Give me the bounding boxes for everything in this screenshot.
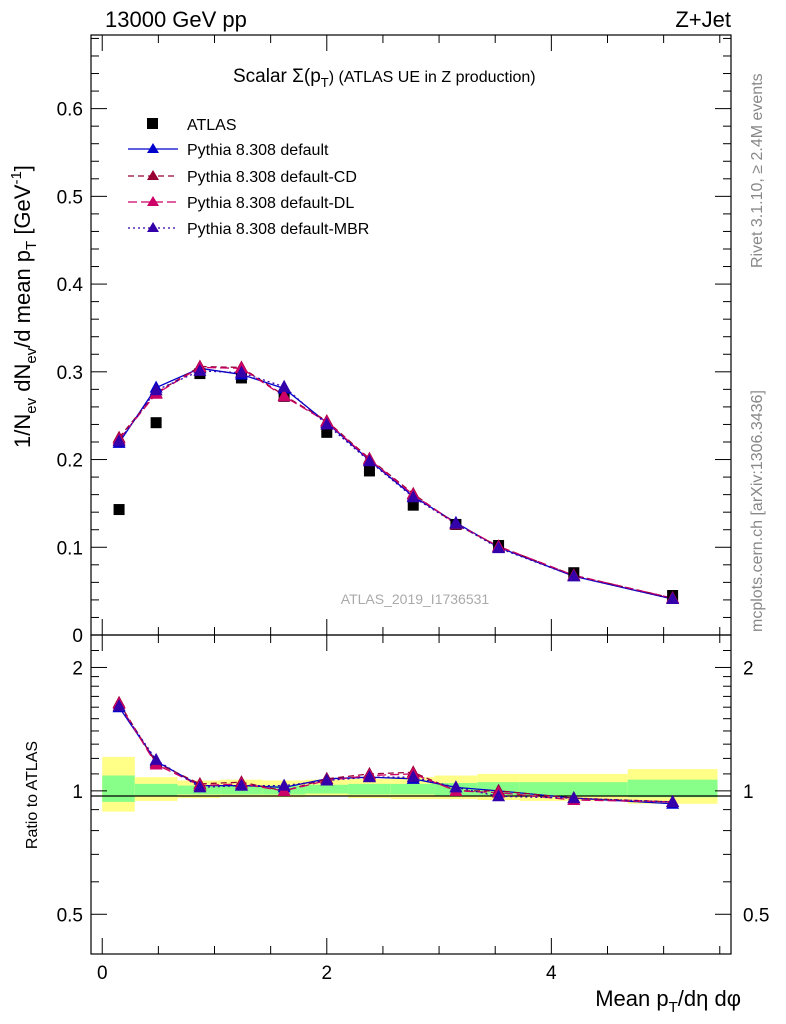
ratio-xlabel: Mean pT/dη dφ — [595, 986, 741, 1016]
legend-atlas-label: ATLAS — [187, 117, 237, 134]
band-green-6 — [348, 783, 391, 795]
ratio-point-s3-9 — [492, 789, 506, 802]
ratio-point-s3-1 — [149, 752, 163, 765]
ratio-point-s3-4 — [277, 778, 291, 791]
ratio-series-layer — [112, 695, 680, 809]
ratio-ytick-label-2: 2 — [72, 658, 83, 679]
ratio-point-s3-6 — [362, 770, 376, 783]
legend-item-atlas: ATLAS — [147, 117, 237, 134]
ratio-point-s3-10 — [567, 791, 581, 804]
legend-default-marker — [147, 143, 159, 153]
band-green-11 — [627, 779, 718, 798]
legend-item-mbr: Pythia 8.308 default-MBR — [128, 221, 369, 238]
ratio-xtick-label-2: 4 — [546, 963, 557, 984]
main-point-s4-3 — [234, 365, 248, 378]
legend-cd-label: Pythia 8.308 default-CD — [187, 169, 357, 186]
ratio-point-s3-5 — [320, 773, 334, 786]
ratio-point-s3-0 — [112, 699, 126, 712]
ratio-panel: 0.5 0.5 1 1 2 2 0 2 4 Ratio to ATLAS Mean pT/dη… — [24, 634, 769, 1016]
main-point-s4-4 — [277, 379, 291, 392]
main-point-s4-1 — [149, 383, 163, 396]
legend-dl-marker — [147, 196, 159, 206]
legend-mbr-marker — [147, 222, 159, 232]
legend-item-cd: Pythia 8.308 default-CD — [128, 169, 357, 186]
band-green-10 — [519, 782, 628, 797]
main-ytick-label-5: 0.5 — [57, 187, 83, 208]
legend-default-label: Pythia 8.308 default — [187, 142, 329, 159]
legend: ATLAS Pythia 8.308 default Pythia 8.308 … — [128, 117, 369, 238]
main-point-s4-0 — [112, 434, 126, 447]
header-energy: 13000 GeV pp — [105, 7, 247, 32]
band-green-1 — [134, 783, 178, 797]
main-point-s4-5 — [320, 417, 334, 430]
main-ytick-label-4: 0.4 — [57, 275, 84, 296]
main-panel: 0 0.1 0.2 0.3 0.4 0.5 0.6 Scalar Σ(pT) (ATLAS … — [8, 34, 732, 647]
atlas-point-6 — [363, 465, 375, 477]
ratio-point-s3-2 — [193, 780, 207, 793]
ratio-ytick-label-1: 1 — [72, 782, 83, 803]
main-point-s4-9 — [492, 541, 506, 554]
main-series-line-3 — [118, 366, 673, 599]
main-point-s4-10 — [567, 569, 581, 582]
main-ytick-label-1: 0.1 — [57, 538, 83, 559]
mcplots-label: mcplots.cern.ch [arXiv:1306.3436] — [749, 390, 766, 632]
ratio-series-line-1 — [118, 702, 673, 803]
ratio-xtick-label-1: 2 — [322, 963, 333, 984]
main-point-s4-7 — [406, 490, 420, 503]
ratio-point-s3-11 — [666, 794, 680, 807]
main-ytick-label-0: 0 — [72, 626, 83, 647]
legend-dl-label: Pythia 8.308 default-DL — [187, 195, 354, 212]
header-process: Z+Jet — [675, 7, 731, 32]
legend-cd-marker — [147, 170, 159, 180]
atlas-point-7 — [407, 499, 419, 511]
ratio-ytick-label-0: 0.5 — [57, 905, 83, 926]
main-ytick-label-3: 0.3 — [57, 363, 83, 384]
main-series-line-2 — [118, 365, 673, 599]
main-x-axis — [101, 35, 721, 635]
main-point-s4-8 — [449, 516, 463, 529]
ratio-point-s3-3 — [234, 778, 248, 791]
ratio-point-s3-8 — [449, 780, 463, 793]
band-green-5 — [305, 784, 349, 794]
main-point-s3-4 — [277, 389, 291, 402]
ratio-y-axis: 0.5 0.5 1 1 2 2 — [57, 649, 769, 926]
ratio-x-axis: 0 2 4 — [97, 635, 721, 984]
ratio-frame — [90, 634, 732, 955]
legend-item-dl: Pythia 8.308 default-DL — [128, 195, 354, 212]
analysis-watermark: ATLAS_2019_I1736531 — [341, 591, 490, 607]
band-green-7 — [390, 783, 435, 795]
atlas-point-1 — [150, 417, 162, 429]
ratio-ytick-label-right-2: 2 — [743, 658, 754, 679]
main-point-s4-2 — [193, 363, 207, 376]
main-ytick-label-2: 0.2 — [57, 451, 83, 472]
chart-title: Scalar Σ(pT) (ATLAS UE in Z production) — [233, 66, 536, 90]
legend-mbr-label: Pythia 8.308 default-MBR — [187, 221, 369, 238]
main-point-s4-11 — [666, 592, 680, 605]
ratio-ytick-label-right-0: 0.5 — [743, 905, 769, 926]
atlas-point-0 — [113, 504, 125, 516]
main-ylabel: 1/Nev dNev/d mean pT [GeV-1] — [8, 165, 40, 448]
legend-atlas-marker — [147, 118, 158, 129]
ratio-xtick-label-0: 0 — [97, 963, 108, 984]
main-series-layer — [112, 359, 680, 605]
main-ytick-label-6: 0.6 — [57, 100, 83, 121]
ratio-ytick-label-right-1: 1 — [743, 782, 754, 803]
ratio-ylabel: Ratio to ATLAS — [24, 741, 41, 849]
main-point-s4-6 — [362, 454, 376, 467]
main-y-axis: 0 0.1 0.2 0.3 0.4 0.5 0.6 — [57, 37, 731, 647]
ratio-point-s3-7 — [406, 770, 420, 783]
main-series-line-4 — [118, 370, 673, 600]
atlas-point-5 — [321, 426, 333, 438]
ratio-series-line-2 — [118, 703, 673, 803]
ratio-series-line-3 — [118, 705, 673, 803]
legend-item-default: Pythia 8.308 default — [128, 142, 329, 159]
band-green-0 — [102, 775, 135, 802]
rivet-label: Rivet 3.1.10, ≥ 2.4M events — [749, 73, 766, 268]
